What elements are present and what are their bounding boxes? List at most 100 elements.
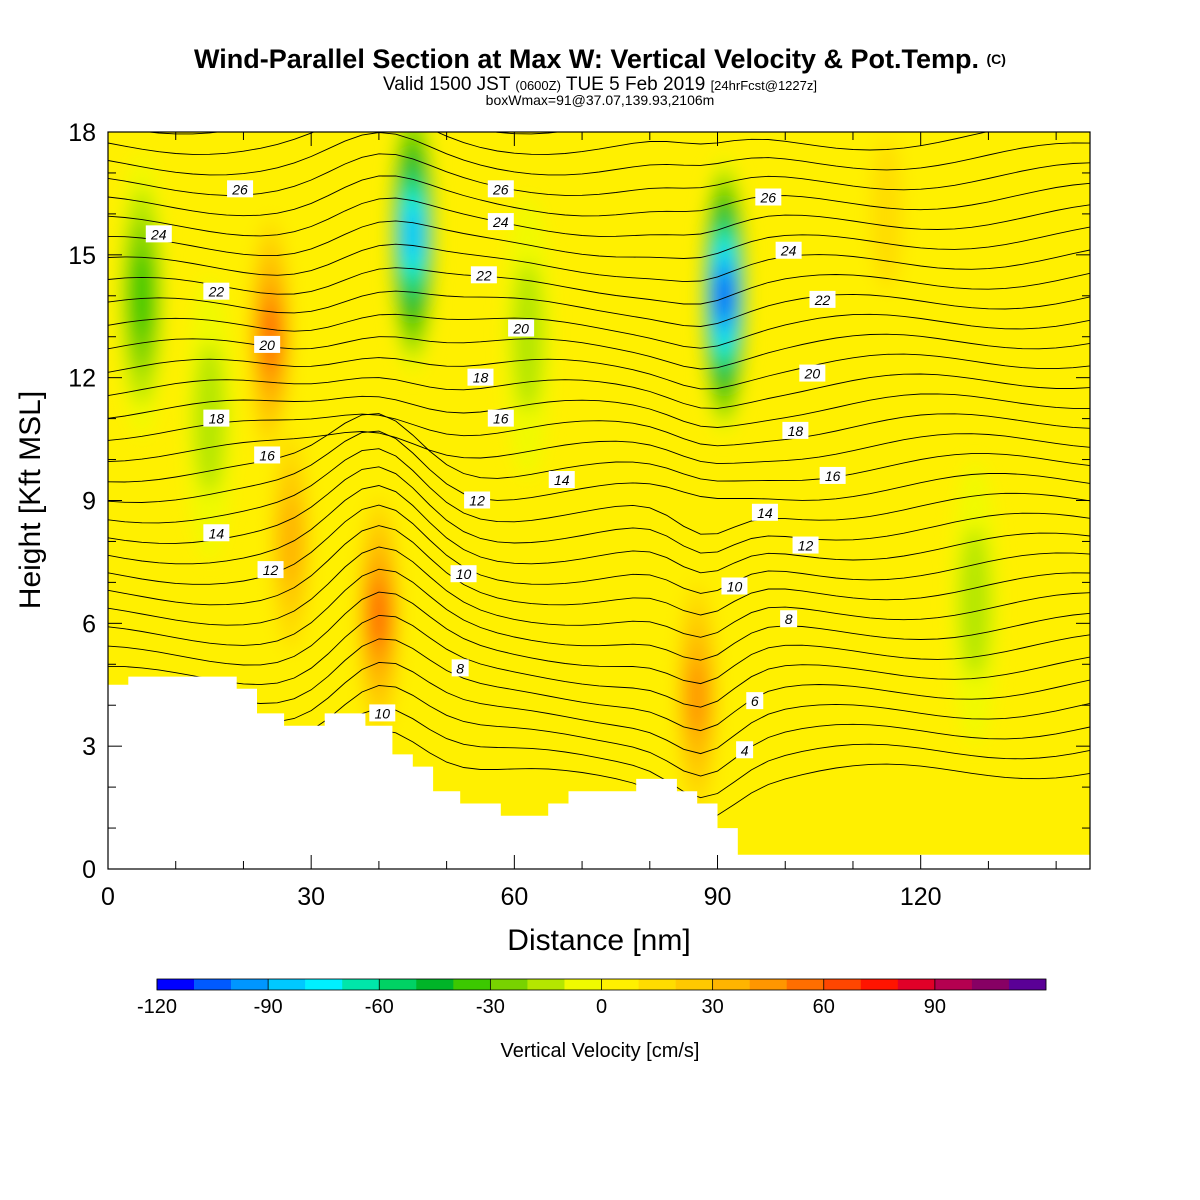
colorbar-swatch xyxy=(786,979,825,990)
contour-label-box xyxy=(487,180,514,198)
contour-label-box xyxy=(819,466,846,484)
contour-label-text: 10 xyxy=(374,705,390,721)
contour-label: 20 xyxy=(508,319,535,337)
contour-label: 20 xyxy=(799,364,826,382)
contour-label-box xyxy=(780,610,798,628)
contour-label-box xyxy=(451,659,469,677)
contour-label-box xyxy=(508,319,535,337)
valid-zulu: (0600Z) xyxy=(515,78,561,93)
isentrope-line xyxy=(108,132,1090,176)
isentrope-line xyxy=(108,112,1090,114)
colorbar: -120 -90 -60 -30 0 30 60 90 xyxy=(137,978,1047,1018)
contour-label: 26 xyxy=(487,180,514,198)
contour-label: 24 xyxy=(775,241,802,259)
contour-label-text: 18 xyxy=(209,411,225,427)
velocity-core xyxy=(130,253,154,339)
colorbar-swatch xyxy=(971,979,1010,990)
isentrope-line xyxy=(108,485,1090,574)
isentrope-line xyxy=(108,525,1090,616)
velocity-core xyxy=(512,261,544,413)
y-axis-title: Height [Kft MSL] xyxy=(14,391,47,609)
contour-label-text: 18 xyxy=(788,423,804,439)
copyright-mark: (C) xyxy=(986,51,1006,67)
contour-label-text: 10 xyxy=(727,578,743,594)
isentrope-line xyxy=(108,393,1090,428)
isentrope-line xyxy=(108,267,1090,305)
contour-label-box xyxy=(746,692,764,710)
contour-label-box xyxy=(548,471,575,489)
colorbar-swatch xyxy=(712,979,750,990)
contour-label: 22 xyxy=(470,266,497,284)
colorbar-swatch xyxy=(342,979,380,990)
isentrope-line xyxy=(108,638,1090,732)
colorbar-swatch xyxy=(268,979,306,990)
isentrope-line xyxy=(108,431,1090,465)
y-tick-label: 0 xyxy=(82,856,96,884)
contour-label: 8 xyxy=(780,610,798,628)
contour-label-text: 12 xyxy=(263,562,279,578)
contour-label-box xyxy=(254,335,281,353)
contour-label-text: 16 xyxy=(825,468,841,484)
contour-label-text: 22 xyxy=(814,292,831,308)
y-tick-label: 3 xyxy=(82,733,96,761)
contour-label-text: 22 xyxy=(475,267,492,283)
contour-label: 22 xyxy=(809,290,836,308)
contour-label: 10 xyxy=(369,704,396,722)
y-tick-label: 6 xyxy=(82,610,96,638)
colorbar-tick-label: 30 xyxy=(702,996,724,1018)
colorbar-swatch xyxy=(638,979,676,990)
contour-label-box xyxy=(799,364,826,382)
contour-label: 14 xyxy=(751,503,778,521)
contour-label: 24 xyxy=(145,225,172,243)
contour-label-box xyxy=(203,409,230,427)
isentrope-line xyxy=(108,614,1090,708)
x-tick-label: 60 xyxy=(500,883,528,911)
x-tick-label: 120 xyxy=(900,883,942,911)
colorbar-swatch xyxy=(860,979,899,990)
contour-label-box xyxy=(257,561,284,579)
isentrope-line xyxy=(108,243,1090,283)
contour-label-text: 10 xyxy=(456,566,472,582)
contour-label: 26 xyxy=(227,180,254,198)
contour-label-box xyxy=(227,180,254,198)
contour-label-text: 4 xyxy=(741,742,749,758)
contour-label: 24 xyxy=(487,213,514,231)
colorbar-tick-label: -90 xyxy=(254,996,283,1018)
contour-label-text: 14 xyxy=(757,505,773,521)
colorbar-swatch xyxy=(749,979,788,990)
contour-label: 4 xyxy=(736,741,754,759)
isentrope-line xyxy=(108,568,1090,661)
isentrope-line xyxy=(108,353,1090,390)
y-tick-label: 9 xyxy=(82,488,96,516)
contour-label: 12 xyxy=(792,536,819,554)
contour-label: 10 xyxy=(450,565,477,583)
contour-label-text: 24 xyxy=(150,226,167,242)
velocity-core xyxy=(871,138,903,290)
x-tick-label: 90 xyxy=(704,883,732,911)
colorbar-swatch xyxy=(564,979,602,990)
colorbar-swatch xyxy=(194,979,232,990)
contour-label-text: 24 xyxy=(780,243,797,259)
contour-label: 22 xyxy=(203,282,230,300)
isentrope-line xyxy=(108,413,1090,447)
contour-label-text: 16 xyxy=(493,411,509,427)
contour-label-text: 14 xyxy=(209,525,225,541)
valid-time-line: Valid 1500 JST (0600Z) TUE 5 Feb 2019 [2… xyxy=(0,74,1200,97)
contour-label-text: 8 xyxy=(785,611,793,627)
x-axis-title: Distance [nm] xyxy=(507,924,690,957)
contour-label-text: 20 xyxy=(804,366,821,382)
contour-label-box xyxy=(464,491,491,509)
y-tick-label: 18 xyxy=(68,119,96,147)
chart-title: Wind-Parallel Section at Max W: Vertical… xyxy=(0,44,1200,74)
contour-label-box xyxy=(782,421,809,439)
contour-label-text: 14 xyxy=(554,472,570,488)
colorbar-swatch xyxy=(453,979,491,990)
isentrope-line xyxy=(108,546,1090,638)
contour-label: 16 xyxy=(254,446,281,464)
isentrope-line xyxy=(108,466,1090,554)
contour-label-box xyxy=(775,241,802,259)
colorbar-swatch xyxy=(416,979,454,990)
colorbar-tick-label: 0 xyxy=(596,996,607,1018)
contour-label-box xyxy=(487,409,514,427)
contour-label-box xyxy=(487,213,514,231)
